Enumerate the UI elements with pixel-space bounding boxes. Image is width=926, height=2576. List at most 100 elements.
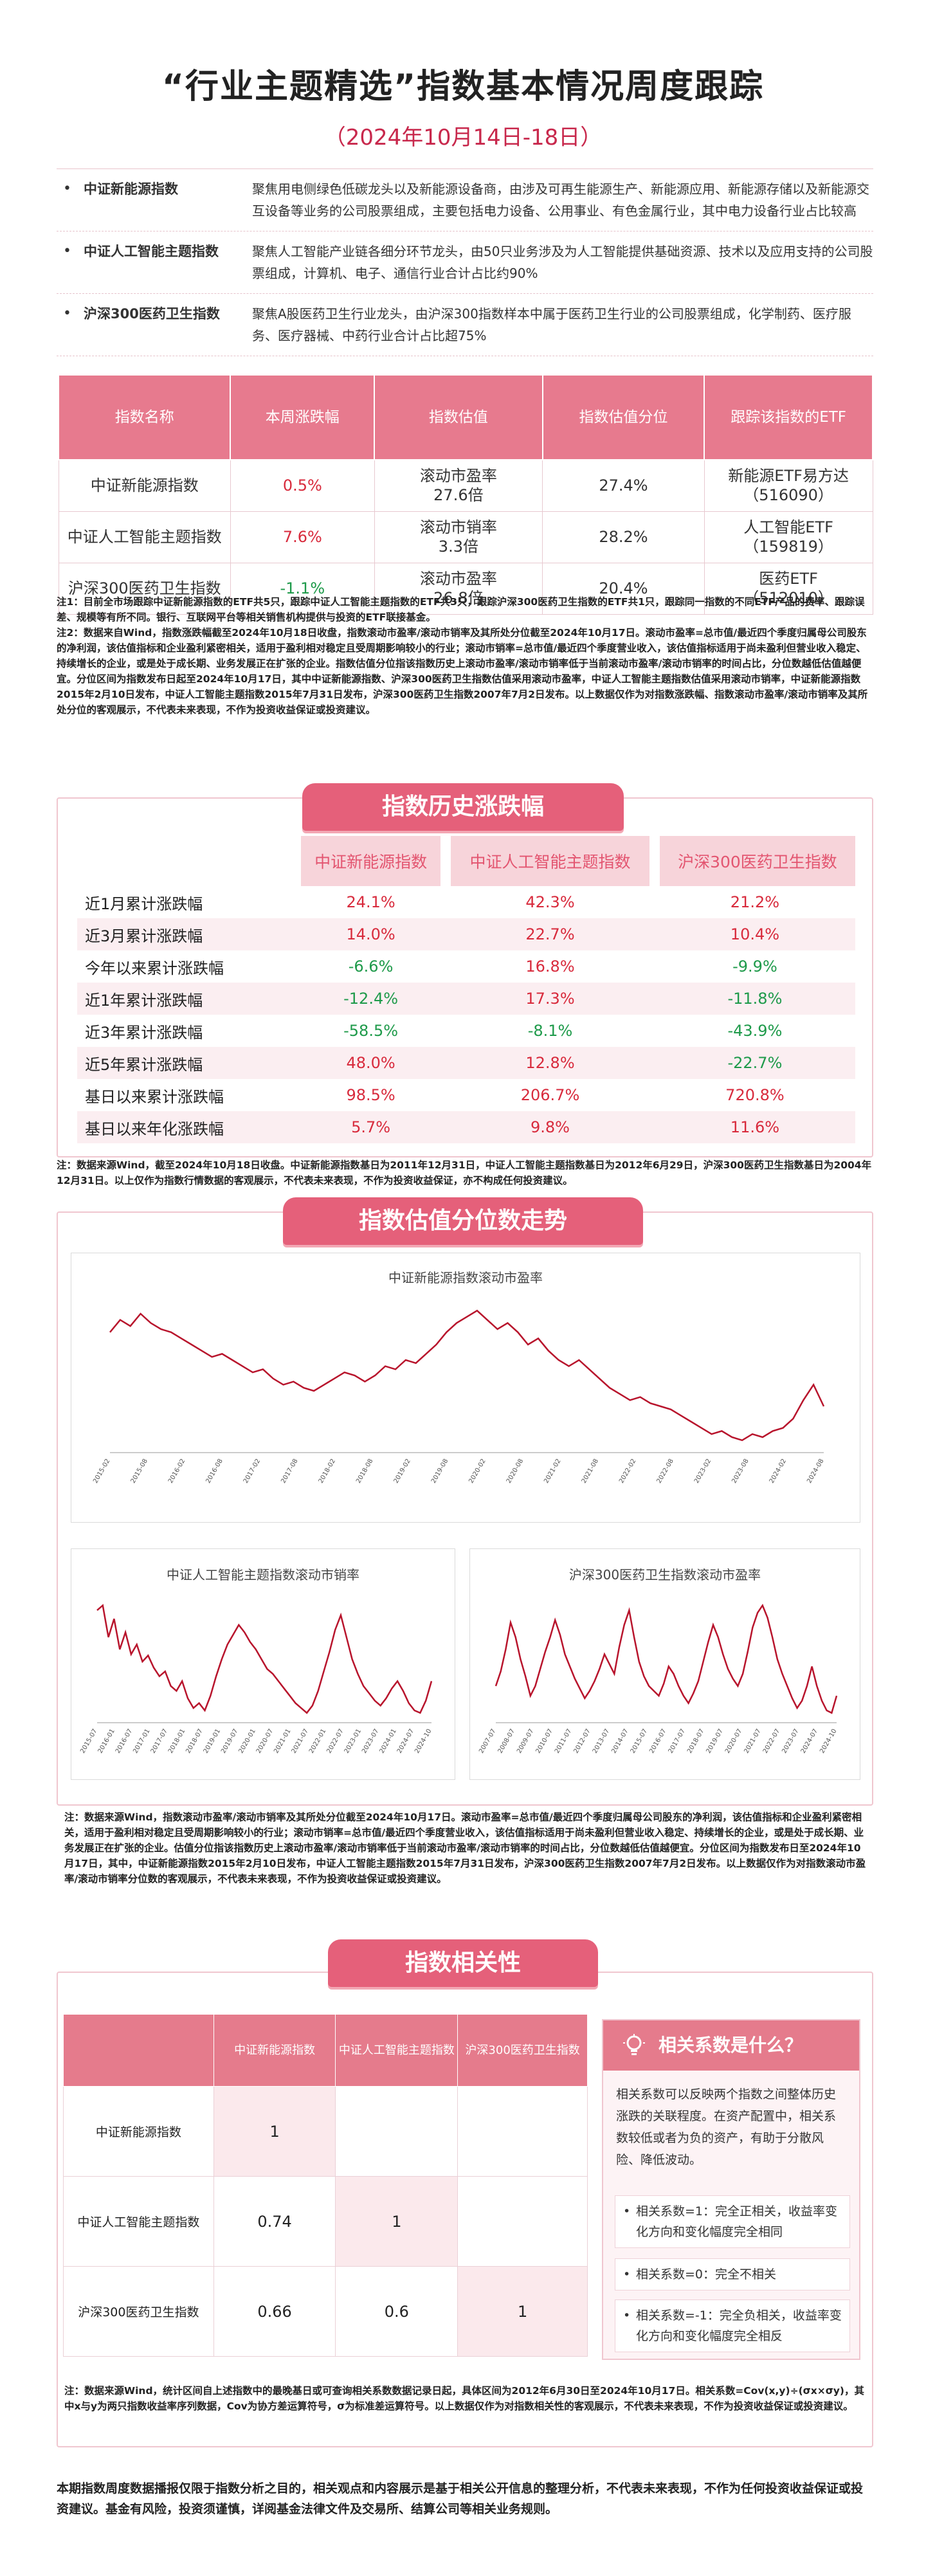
weekly-return: 0.5%: [230, 459, 375, 512]
x-tick-label: 2010-07: [535, 1728, 554, 1755]
valuation-percentile: 28.2%: [542, 511, 705, 563]
etf-name: 人工智能ETF: [743, 518, 833, 536]
valuation-percentile: 27.4%: [542, 459, 705, 512]
history-value: 22.7%: [446, 918, 655, 950]
corr-value: [457, 2176, 588, 2267]
x-tick-label: 2013-07: [592, 1728, 611, 1755]
x-tick-label: 2024-08: [806, 1458, 825, 1485]
table-row: 中证人工智能主题指数 7.6% 滚动市销率 3.3倍 28.2% 人工智能ETF （…: [58, 511, 873, 563]
series-line: [96, 1604, 433, 1714]
x-tick-label: 2022-07: [325, 1728, 345, 1755]
intro-item-new-energy: • 中证新能源指数 聚焦用电侧绿色低碳龙头以及新能源设备商，由涉及可再生能源生产…: [57, 169, 873, 231]
history-value: -9.9%: [732, 957, 777, 975]
x-tick-label: 2008-07: [497, 1728, 516, 1755]
x-tick-label: 2016-07: [648, 1728, 667, 1755]
info-panel-title: 相关系数是什么？: [658, 2035, 803, 2056]
corr-row-name: 中证人工智能主题指数: [63, 2176, 214, 2267]
history-row-label: 近3月累计涨跌幅: [77, 918, 296, 950]
weekly-summary-table: 指数名称 本周涨跌幅 指数估值 指数估值分位 跟踪该指数的ETF 中证新能源指数…: [57, 374, 873, 615]
etf-code: （159819）: [743, 538, 833, 556]
valuation-footnote: 注：数据来源Wind，指数滚动市盈率/滚动市销率及其所处分位截至2024年10月…: [64, 1811, 866, 1885]
x-tick-label: 2018-07: [686, 1728, 705, 1755]
x-tick-label: 2024-07: [396, 1728, 415, 1755]
chart-svg: 2015-072016-012016-072017-012017-072018-…: [79, 1604, 433, 1755]
correlation-ribbon: 指数相关性: [328, 1939, 598, 1987]
x-tick-label: 2017-08: [280, 1458, 299, 1485]
history-value: 206.7%: [520, 1086, 580, 1104]
x-tick-label: 2007-07: [478, 1728, 497, 1755]
corr-row-name: 沪深300医药卫生指数: [63, 2266, 214, 2357]
x-tick-label: 2016-01: [97, 1728, 116, 1755]
x-tick-label: 2018-02: [318, 1458, 337, 1485]
x-tick-label: 2017-07: [150, 1728, 169, 1755]
history-table: 中证新能源指数 中证人工智能主题指数 沪深300医药卫生指数 近1月累计涨跌幅 2…: [77, 836, 855, 1143]
intro-item-ai: • 中证人工智能主题指数 聚焦人工智能产业链各细分环节龙头，由50只业务涉及为人…: [57, 231, 873, 294]
history-value: 11.6%: [654, 1111, 855, 1143]
x-tick-label: 2011-07: [554, 1728, 573, 1755]
corr-value: 0.66: [213, 2266, 336, 2357]
history-value: 10.4%: [654, 918, 855, 950]
info-item-negative: 相关系数=-1：完全负相关，收益率变化方向和变化幅度完全相反: [615, 2299, 850, 2352]
bullet-icon: •: [63, 305, 71, 322]
chart-svg: 2007-07 2008-07 2009-07 2010-07 2011-07 2012-…: [478, 1603, 839, 1755]
history-header-row: 中证新能源指数 中证人工智能主题指数 沪深300医药卫生指数: [77, 836, 855, 886]
chart-new-energy-pe: 中证新能源指数滚动市盈率 2015-02 2015-08 2016-02 2016-0…: [71, 1253, 860, 1523]
valuation-cell: 滚动市销率 3.3倍: [374, 511, 543, 563]
history-value: 48.0%: [296, 1047, 446, 1079]
info-item-zero: 相关系数=0：完全不相关: [615, 2258, 850, 2290]
x-tick-label: 2024-01: [378, 1728, 397, 1755]
x-tick-label: 2012-07: [572, 1728, 592, 1755]
valuation-metric: 滚动市盈率: [419, 570, 497, 588]
intro-index-name: 中证新能源指数: [84, 181, 178, 197]
history-value: -22.7%: [654, 1047, 855, 1079]
history-value: -43.9%: [727, 1022, 783, 1040]
history-value: 16.8%: [525, 957, 575, 975]
x-tick-label: 2020-07: [255, 1728, 275, 1755]
x-tick-label: 2024-10: [413, 1728, 433, 1755]
x-tick-label: 2021-08: [581, 1458, 600, 1485]
table-row: 基日以来年化涨跌幅 5.7% 9.8% 11.6%: [77, 1111, 855, 1143]
page-title: “行业主题精选”指数基本情况周度跟踪: [161, 68, 765, 106]
col-header-valuation: 指数估值: [374, 374, 543, 460]
x-tick-label: 2018-08: [355, 1458, 374, 1485]
x-tick-label: 2014-07: [610, 1728, 630, 1755]
history-value: -8.1%: [527, 1022, 573, 1040]
x-tick-label: 2022-02: [618, 1458, 637, 1485]
history-value: -11.8%: [654, 983, 855, 1015]
etf-cell: 人工智能ETF （159819）: [704, 511, 873, 563]
history-value: 12.8%: [446, 1047, 655, 1079]
table-row: 近3年累计涨跌幅 -58.5% -8.1% -43.9%: [77, 1015, 855, 1047]
history-value: 720.8%: [725, 1086, 785, 1104]
x-tick-label: 2015-07: [630, 1728, 649, 1755]
history-value: 42.3%: [525, 893, 575, 911]
x-tick-label: 2021-01: [273, 1728, 292, 1755]
etf-cell: 新能源ETF易方达 （516090）: [704, 459, 873, 512]
valuation-value: 3.3倍: [438, 538, 478, 556]
x-tick-label: 2021-02: [543, 1458, 562, 1485]
correlation-info-panel: 相关系数是什么？ 相关系数可以反映两个指数之间整体历史涨跌的关联程度。在资产配置…: [602, 2019, 860, 2360]
history-value: 21.2%: [730, 893, 780, 911]
x-tick-label: 2019-08: [430, 1458, 449, 1485]
x-tick-label: 2023-07: [361, 1728, 380, 1755]
col-header-index-name: 指数名称: [57, 374, 232, 460]
x-tick-label: 2018-01: [167, 1728, 186, 1755]
x-tick-label: 2022-01: [308, 1728, 327, 1755]
table-row: 中证新能源指数 0.5% 滚动市盈率 27.6倍 27.4% 新能源ETF易方达（…: [58, 459, 873, 512]
col-header-etf: 跟踪该指数的ETF: [704, 374, 873, 460]
corr-value: [457, 2086, 588, 2177]
col-header-new-energy: 中证新能源指数: [290, 836, 446, 886]
history-value: 5.7%: [296, 1111, 446, 1143]
x-tick-label: 2016-08: [204, 1458, 224, 1485]
x-tick-label: 2020-01: [237, 1728, 257, 1755]
weekly-return: 7.6%: [230, 511, 375, 563]
corr-row-name: 中证新能源指数: [63, 2086, 214, 2177]
x-tick-label: 2023-08: [731, 1458, 750, 1485]
x-tick-label: 2022-07: [762, 1728, 781, 1755]
blank-header: [77, 836, 296, 886]
correlation-footnote: 注：数据来源Wind，统计区间自上述指数中的最晚基日或可查询相关系数数据记录日起…: [64, 2385, 864, 2412]
history-value: 98.5%: [346, 1086, 395, 1104]
corr-value: 1: [335, 2176, 458, 2267]
chart-svg: 2015-02 2015-08 2016-02 2016-08 2017-02 2017-…: [92, 1309, 826, 1485]
corr-header-row: 中证新能源指数 中证人工智能主题指数 沪深300医药卫生指数: [63, 2014, 588, 2087]
chart-ai-ps: 中证人工智能主题指数滚动市销率 2015-07 2016-01 2016-07 201…: [71, 1548, 455, 1780]
